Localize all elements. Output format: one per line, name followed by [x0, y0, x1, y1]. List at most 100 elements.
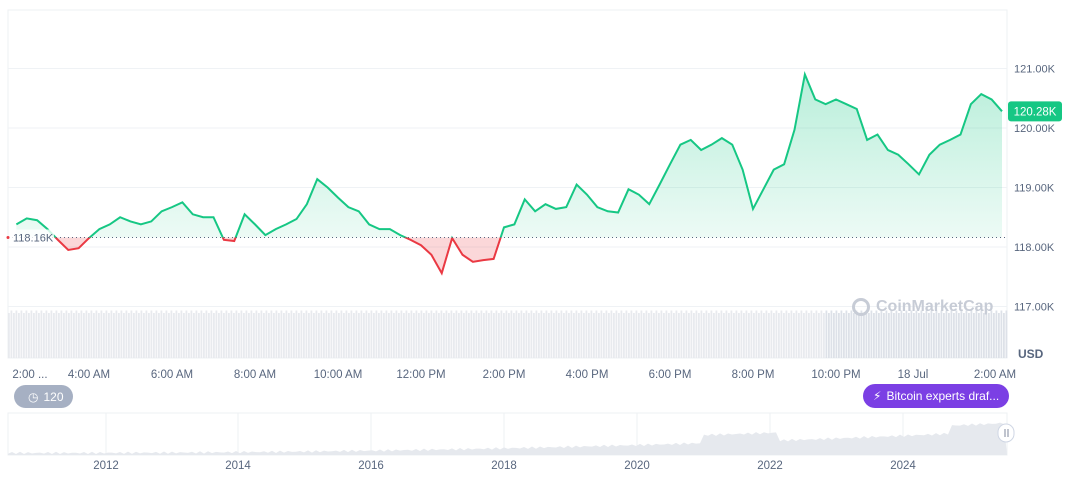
volume-bar [653, 313, 655, 358]
volume-bar [70, 310, 73, 358]
volume-bar [785, 310, 788, 358]
volume-bar [148, 313, 150, 358]
volume-bar [548, 313, 550, 358]
volume-bar [720, 310, 723, 358]
volume-bar [878, 313, 880, 358]
volume-bar [593, 313, 595, 358]
volume-bar [820, 310, 823, 358]
volume-bar [998, 313, 1000, 358]
current-price-badge [1008, 101, 1062, 122]
x-tick-label: 8:00 PM [732, 369, 775, 381]
volume-bar [435, 310, 438, 358]
volume-bar [108, 313, 110, 358]
volume-bar [778, 313, 780, 358]
volume-bar [780, 310, 783, 358]
volume-bar [50, 310, 53, 358]
volume-bar [728, 313, 730, 358]
volume-bar [298, 313, 300, 358]
volume-bar [150, 310, 153, 358]
volume-bar [428, 313, 430, 358]
volume-bar [783, 313, 785, 358]
volume-bar [223, 313, 225, 358]
volume-bar [550, 310, 553, 358]
volume-bar [155, 310, 158, 358]
navigator-area [8, 422, 1007, 455]
volume-bar [25, 310, 28, 358]
volume-bar [1005, 310, 1008, 358]
volume-bar [703, 313, 705, 358]
news-badge[interactable]: ⚡︎ Bitcoin experts draf... [863, 384, 1010, 408]
volume-bar [988, 313, 990, 358]
volume-bar [285, 310, 288, 358]
volume-bar [488, 313, 490, 358]
volume-bar [270, 310, 273, 358]
volume-bar [613, 313, 615, 358]
volume-bar [273, 313, 275, 358]
volume-bar [303, 313, 305, 358]
volume-bar [345, 310, 348, 358]
history-badge[interactable]: ◷ 120 [14, 385, 73, 408]
volume-bar [765, 310, 768, 358]
volume-bar [458, 313, 460, 358]
volume-bar [803, 313, 805, 358]
volume-bar [533, 313, 535, 358]
volume-bar [15, 310, 18, 358]
volume-bar [493, 313, 495, 358]
volume-bar [960, 310, 963, 358]
volume-bar [8, 313, 10, 358]
volume-bar [238, 313, 240, 358]
volume-bar [618, 313, 620, 358]
volume-bar [115, 310, 118, 358]
volume-bar [965, 310, 968, 358]
volume-bar [563, 313, 565, 358]
y-tick-label: 121.00K [1014, 64, 1056, 76]
volume-bar [485, 310, 488, 358]
volume-bar [735, 310, 738, 358]
volume-bar [128, 313, 130, 358]
x-tick-label: 18 Jul [898, 369, 929, 381]
volume-bar [248, 313, 250, 358]
volume-bar [170, 310, 173, 358]
volume-bar [768, 313, 770, 358]
volume-bar [685, 310, 688, 358]
volume-bar [863, 313, 865, 358]
volume-bar [278, 313, 280, 358]
volume-bar [740, 310, 743, 358]
volume-bar [465, 310, 468, 358]
volume-bar [665, 310, 668, 358]
volume-bar [935, 310, 938, 358]
volume-bar [723, 313, 725, 358]
volume-bar [420, 310, 423, 358]
volume-bar [415, 310, 418, 358]
volume-bar [923, 313, 925, 358]
volume-bar [605, 310, 608, 358]
x-tick-label: 2:00 ... [12, 369, 47, 381]
volume-bar [200, 310, 203, 358]
volume-bar [608, 313, 610, 358]
volume-bar [208, 313, 210, 358]
volume-bar [900, 310, 903, 358]
volume-bar [58, 313, 60, 358]
volume-bar [943, 313, 945, 358]
volume-bar [473, 313, 475, 358]
plot-border [7, 9, 1008, 359]
volume-bar [565, 310, 568, 358]
volume-bar [230, 310, 233, 358]
volume-bar [610, 310, 613, 358]
volume-bar [828, 313, 830, 358]
y-tick-label: 118.00K [1014, 242, 1055, 254]
volume-bar [528, 313, 530, 358]
volume-bar [213, 313, 215, 358]
volume-bar [390, 310, 393, 358]
volume-bar [948, 313, 950, 358]
volume-bar [825, 310, 828, 358]
volume-bar [40, 310, 43, 358]
volume-bar [138, 313, 140, 358]
volume-bar [928, 313, 930, 358]
volume-bar [140, 310, 143, 358]
volume-bar [585, 310, 588, 358]
volume-bar [958, 313, 960, 358]
volume-bar [33, 313, 35, 358]
